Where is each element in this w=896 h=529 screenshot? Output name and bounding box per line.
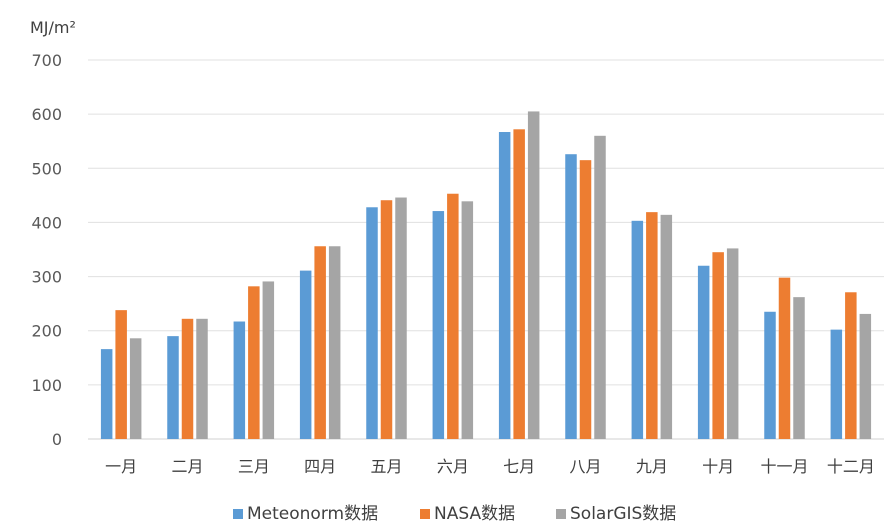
bar — [248, 286, 260, 439]
bar — [726, 248, 739, 439]
y-tick-label: 300 — [31, 268, 62, 287]
x-category-label: 三月 — [238, 457, 270, 476]
bar — [328, 246, 341, 439]
bar — [579, 160, 592, 439]
bar — [646, 212, 658, 439]
x-category-label: 一月 — [105, 457, 137, 476]
x-category-label: 十二月 — [827, 457, 875, 476]
bar — [793, 297, 805, 439]
bar — [366, 207, 378, 439]
bar — [660, 214, 673, 439]
bar — [395, 197, 407, 439]
bar — [299, 270, 312, 439]
bar — [859, 313, 872, 439]
bar — [233, 321, 246, 439]
legend-label: Meteonorm数据 — [247, 504, 378, 524]
y-axis-unit-label: MJ/m² — [30, 18, 76, 37]
legend-swatch — [420, 509, 430, 519]
bar — [432, 211, 445, 439]
legend-swatch — [556, 509, 566, 519]
legend: Meteonorm数据 NASA数据 SolarGIS数据 — [233, 504, 676, 524]
y-axis-tick-labels: 0 100 200 300 400 500 600 700 — [31, 51, 62, 449]
legend-label: NASA数据 — [434, 504, 515, 524]
bar — [447, 193, 459, 439]
legend-label: SolarGIS数据 — [570, 504, 676, 524]
bar — [594, 135, 606, 440]
x-category-label: 五月 — [370, 457, 402, 476]
bar — [631, 220, 644, 439]
x-category-label: 四月 — [304, 457, 336, 476]
x-category-label: 九月 — [636, 457, 668, 476]
bar — [697, 265, 710, 439]
bar — [712, 252, 724, 439]
bar — [380, 200, 393, 439]
bar — [778, 277, 791, 439]
bar — [100, 349, 113, 439]
y-tick-label: 200 — [31, 322, 62, 341]
bar — [830, 329, 843, 439]
x-axis-category-labels: 一月 二月 三月 四月 五月 六月 七月 八月 九月 十月 十一月 十二月 — [105, 457, 875, 476]
y-tick-label: 100 — [31, 376, 62, 395]
bar — [461, 201, 474, 439]
bar — [513, 129, 525, 439]
y-tick-label: 0 — [52, 430, 62, 449]
legend-swatch — [233, 509, 243, 519]
x-category-label: 六月 — [437, 457, 469, 476]
bar — [314, 246, 326, 439]
bar — [129, 338, 142, 439]
x-category-label: 二月 — [171, 457, 203, 476]
bar — [262, 281, 275, 439]
bar — [181, 318, 194, 439]
gridlines — [88, 59, 884, 440]
bar — [167, 336, 179, 439]
bar — [565, 154, 577, 440]
bars — [100, 111, 872, 440]
bar — [196, 318, 208, 439]
bar — [527, 111, 540, 439]
x-category-label: 七月 — [503, 457, 535, 476]
bar — [764, 311, 776, 439]
x-category-label: 十一月 — [760, 457, 808, 476]
x-category-label: 十月 — [702, 457, 734, 476]
x-category-label: 八月 — [569, 457, 601, 476]
y-tick-label: 400 — [31, 213, 62, 232]
y-tick-label: 700 — [31, 51, 62, 70]
bar — [115, 310, 127, 439]
y-tick-label: 500 — [31, 159, 62, 178]
bar — [498, 132, 511, 439]
y-tick-label: 600 — [31, 105, 62, 124]
bar — [845, 292, 857, 439]
